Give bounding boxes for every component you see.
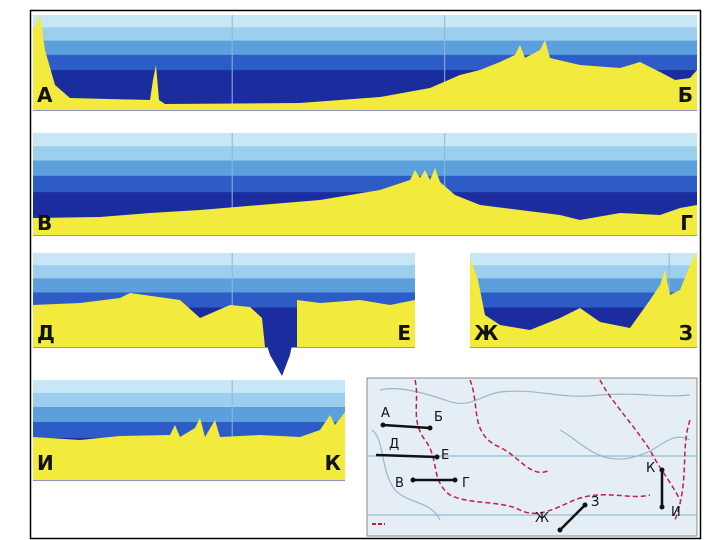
map: А Б Д Е В Г К И Ж З — [366, 377, 698, 537]
coastline — [371, 429, 691, 521]
point — [380, 422, 386, 428]
map-label: Д — [389, 437, 399, 452]
water-band — [470, 278, 697, 293]
water-band — [470, 292, 697, 309]
water-band — [33, 175, 697, 193]
point — [659, 467, 665, 473]
map-label: И — [671, 505, 681, 520]
profile-line — [375, 453, 438, 459]
point — [410, 477, 416, 483]
profile-start: А — [37, 83, 53, 107]
map-label: В — [395, 476, 404, 491]
profile-start: В — [37, 211, 52, 235]
profiles: А БВ ГД Е Ж ЗИ К — [33, 15, 697, 481]
water-band — [33, 133, 697, 147]
water-band — [33, 407, 345, 423]
water-band — [470, 253, 697, 266]
profile-lines — [375, 423, 664, 531]
point — [659, 504, 665, 510]
map-label: Б — [434, 410, 443, 425]
map-label: Г — [462, 476, 470, 491]
profile-end: Е — [397, 321, 411, 345]
profile-start: Д — [37, 321, 55, 345]
seafloor — [33, 293, 265, 347]
map-label: К — [646, 461, 655, 476]
water-band — [470, 265, 697, 279]
map-label: А — [381, 406, 390, 421]
point — [427, 425, 433, 431]
water-band — [33, 15, 697, 28]
seafloor — [33, 168, 697, 235]
point — [452, 477, 458, 483]
map-label: З — [591, 495, 599, 510]
plate-boundary — [414, 379, 651, 515]
seafloor — [33, 412, 345, 480]
water-band — [33, 393, 345, 408]
profile-line — [382, 423, 431, 430]
water-band — [33, 253, 415, 266]
profile-line — [559, 504, 586, 531]
point — [434, 454, 440, 460]
profile-start: И — [37, 451, 54, 475]
profile-points — [380, 422, 665, 533]
profile-end: К — [325, 451, 342, 475]
profile-end: Г — [680, 211, 693, 235]
water-band — [33, 40, 697, 56]
water-band — [33, 278, 415, 293]
seafloor — [470, 252, 697, 347]
profile-end: З — [679, 321, 693, 345]
water-band — [33, 422, 345, 439]
water-band — [33, 160, 697, 177]
water-band — [33, 27, 697, 42]
point — [557, 527, 563, 533]
map-label: Е — [441, 448, 449, 463]
profile-start: Ж — [474, 321, 499, 345]
water-band — [33, 380, 345, 394]
water-band — [33, 265, 415, 279]
trench — [262, 320, 297, 376]
coastline — [379, 388, 691, 404]
point — [582, 502, 588, 508]
water-band — [33, 146, 697, 162]
plate-boundary — [469, 379, 691, 521]
map-label: Ж — [535, 511, 549, 526]
seafloor — [297, 300, 415, 347]
seafloor — [33, 15, 697, 110]
profile-end: Б — [678, 83, 693, 107]
